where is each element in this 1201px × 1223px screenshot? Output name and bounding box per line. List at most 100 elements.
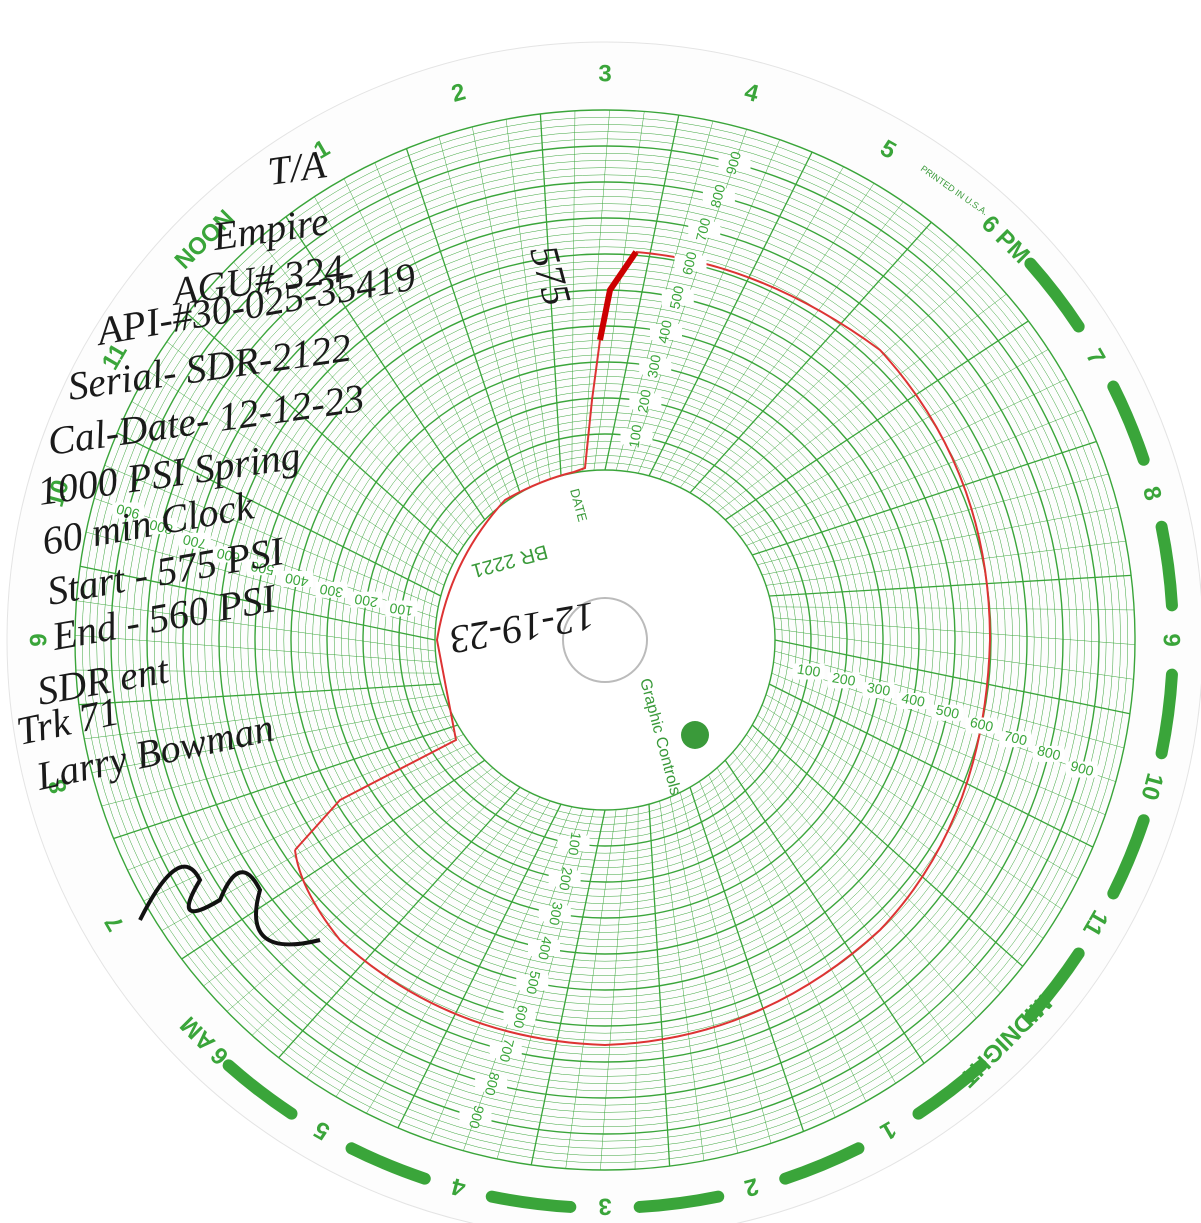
grid-time-line (593, 111, 645, 471)
grid-time-line (209, 286, 464, 546)
center-hole (562, 597, 648, 683)
scale-label-bg (178, 532, 211, 549)
scale-label-bg (931, 704, 964, 721)
scale-label: 700 (692, 216, 713, 243)
scale-label-bg (385, 600, 418, 617)
scale-label-bg (112, 502, 145, 519)
grid-circle (204, 239, 1006, 1041)
grid-circle (254, 289, 956, 991)
grid-time-line (716, 767, 896, 1084)
scale-label: 800 (1036, 742, 1063, 763)
grid-time-line (91, 704, 448, 773)
night-band (1107, 380, 1150, 466)
scale-label-bg (489, 1042, 522, 1059)
grid-time-line (699, 781, 836, 1118)
scale-label-bg (538, 905, 571, 922)
grid-time-line (669, 797, 738, 1154)
night-band (485, 1190, 577, 1213)
scale-label: 200 (831, 669, 857, 689)
grid-time-line (708, 268, 984, 506)
grid-time-line (84, 694, 445, 740)
scale-label-bg (350, 591, 383, 608)
scale-label-bg (212, 546, 245, 563)
grid-time-line (762, 507, 1119, 576)
grid-time-line (669, 183, 875, 484)
grid-circle (182, 217, 1028, 1063)
grid-circle (398, 433, 812, 847)
grid-time-line (539, 113, 562, 476)
grid-time-line (751, 724, 1024, 967)
scale-label: 400 (900, 690, 926, 710)
scale-label: 300 (546, 901, 566, 927)
grid-circle (153, 188, 1057, 1092)
grid-circle (211, 246, 999, 1034)
night-band (1155, 668, 1178, 760)
grid-time-line (76, 600, 436, 652)
night-band (1107, 814, 1150, 900)
grid-circle (261, 296, 949, 984)
scale-label-bg (897, 692, 930, 709)
grid-circle (240, 275, 970, 1005)
scale-label: 700 (496, 1037, 517, 1064)
scale-label: 500 (935, 701, 961, 722)
grid-time-line (438, 136, 531, 488)
grid-circle (247, 282, 963, 998)
grid-time-line (637, 139, 780, 474)
grid-time-line (335, 796, 541, 1097)
grid-time-line (278, 786, 521, 1059)
scale-label: 300 (866, 679, 892, 699)
scale-label-bg (459, 1108, 492, 1125)
hour-label: 9 (25, 633, 52, 646)
grid-time-line (746, 409, 1083, 546)
scale-label-bg (528, 940, 561, 957)
scale-label-bg (629, 393, 662, 410)
scale-label-bg (548, 870, 581, 887)
grid-time-line (679, 201, 904, 488)
grid-circle (161, 196, 1049, 1084)
grid-circle (362, 397, 848, 883)
grid-time-line (148, 370, 449, 576)
scale-label-bg (862, 682, 895, 699)
night-band (912, 1059, 988, 1120)
grid-time-line (166, 341, 453, 566)
grid-time-line (771, 672, 1106, 815)
pressure-trace (294, 251, 992, 1047)
grid-time-line (689, 787, 805, 1132)
grid-time-line (113, 724, 458, 840)
scale-label-bg (688, 221, 721, 238)
grid-circle (319, 354, 891, 926)
scale-label-bg (620, 428, 653, 445)
scale-label: 700 (1002, 727, 1029, 748)
scale-label: 200 (634, 388, 654, 414)
grid-time-line (131, 401, 445, 586)
grid-time-line (739, 378, 1067, 537)
night-band (345, 1142, 431, 1185)
scale-label-bg (792, 663, 825, 680)
grid-time-line (739, 743, 977, 1019)
grid-time-line (251, 781, 511, 1036)
grid-time-line (765, 540, 1126, 586)
grid-circle (427, 462, 783, 818)
maker-logo (681, 721, 709, 749)
grid-time-line (505, 119, 551, 480)
grid-time-line (472, 126, 541, 483)
grid-circle (146, 181, 1064, 1099)
scale-label: 800 (707, 183, 728, 210)
grid-time-line (708, 774, 867, 1102)
scale-label: 900 (114, 501, 141, 523)
grid-time-line (768, 683, 1094, 848)
scale-label: 100 (565, 831, 584, 857)
scale-label: 300 (318, 581, 344, 601)
grid-time-line (75, 669, 439, 674)
scale-label: 100 (388, 600, 414, 619)
scale-label-bg (702, 188, 735, 205)
night-band (222, 1059, 298, 1120)
scale-label: 900 (1069, 757, 1096, 779)
scale-label: 900 (722, 149, 744, 176)
grid-circle (96, 131, 1114, 1149)
grid-time-line (732, 349, 1049, 529)
grid-circle (125, 160, 1085, 1120)
scale-label: 600 (679, 250, 700, 277)
